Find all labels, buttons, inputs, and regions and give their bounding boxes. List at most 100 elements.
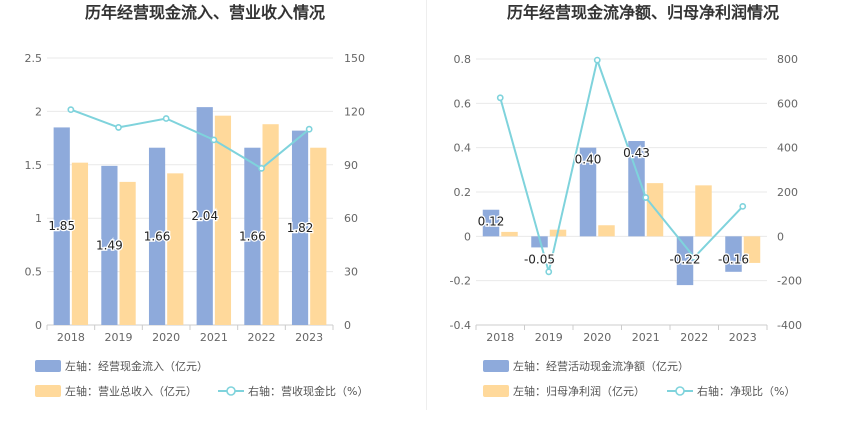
x-tick-label: 2023 [295, 331, 323, 344]
bar-data-label: -0.05 [524, 252, 555, 266]
y-right-tick-label: 0 [344, 319, 351, 332]
y-left-tick-label: 0 [464, 230, 471, 243]
x-tick-label: 2021 [632, 331, 660, 344]
bar-primary [244, 147, 261, 325]
legend-label: 左轴：经营现金流入（亿元） [65, 359, 208, 373]
legend-label: 右轴：净现比（%） [697, 384, 795, 398]
y-left-tick-label: 2.5 [25, 52, 43, 65]
y-right-tick-label: 150 [344, 52, 365, 65]
bar-secondary [214, 115, 232, 325]
bar-primary [628, 141, 645, 237]
y-right-tick-label: 400 [777, 142, 798, 155]
y-right-tick-label: -400 [777, 319, 802, 332]
bar-data-label: 0.40 [575, 153, 602, 167]
ratio-point [162, 115, 170, 122]
x-tick-label: 2022 [248, 331, 276, 344]
panel-divider [426, 0, 427, 410]
ratio-point [305, 125, 313, 133]
bar-primary [676, 236, 694, 286]
legend-label: 左轴：营业总收入（亿元） [65, 384, 197, 398]
y-left-tick-label: 0.2 [454, 186, 472, 199]
y-left-tick-label: 0.6 [454, 97, 472, 110]
x-tick-label: 2022 [680, 331, 708, 344]
x-tick-label: 2018 [486, 331, 514, 344]
bar-secondary [598, 225, 615, 237]
y-right-tick-label: 800 [777, 53, 798, 66]
ratio-point [67, 106, 75, 114]
ratio-point [258, 164, 265, 172]
ratio-point [210, 136, 218, 144]
legend-swatch-point [226, 386, 236, 396]
y-left-tick-label: 0.4 [454, 142, 472, 155]
y-left-tick-label: 0.5 [25, 266, 43, 279]
bar-primary [196, 107, 213, 326]
y-right-tick-label: 0 [777, 230, 784, 243]
x-tick-label: 2023 [729, 331, 757, 344]
bar-primary [725, 236, 742, 272]
y-left-tick-label: -0.2 [450, 275, 471, 288]
ratio-line [70, 108, 310, 170]
bar-data-label: 1.82 [287, 221, 314, 235]
y-left-tick-label: 1 [35, 212, 42, 225]
x-tick-label: 2018 [57, 331, 85, 344]
y-right-tick-label: 90 [344, 159, 358, 172]
y-left-tick-label: 1.5 [25, 159, 43, 172]
bar-secondary [71, 162, 89, 325]
x-tick-label: 2020 [152, 331, 180, 344]
bar-secondary [167, 173, 184, 325]
ratio-point [690, 253, 698, 261]
bar-data-label: -0.16 [718, 252, 749, 266]
ratio-point [642, 194, 650, 201]
ratio-point [115, 124, 122, 131]
bar-primary [482, 209, 500, 237]
bar-data-label: -0.22 [669, 252, 700, 266]
y-right-tick-label: 30 [344, 266, 358, 279]
y-right-tick-label: 120 [344, 105, 365, 118]
y-right-tick-label: 200 [777, 186, 798, 199]
chart-net-cashflow-net-profit: 历年经营现金流净额、归母净利润情况 -0.4 -0.2 0 0.2 0.4 0.6 0.8 -4… [450, 3, 802, 398]
x-tick-label: 2021 [200, 331, 228, 344]
chart-title: 历年经营现金流入、营业收入情况 [85, 3, 325, 22]
bar-secondary [501, 231, 518, 237]
bar-data-label: 1.66 [239, 229, 266, 243]
ratio-point [496, 94, 504, 102]
bar-data-label: 1.85 [48, 219, 75, 233]
legend-label: 左轴：归母净利润（亿元） [513, 384, 645, 398]
bar-primary [579, 147, 597, 237]
bar-secondary [119, 181, 136, 325]
x-tick-label: 2019 [105, 331, 133, 344]
y-right-tick-label: 600 [777, 97, 798, 110]
y-left-tick-label: 2 [35, 105, 42, 118]
bar-primary [53, 127, 70, 325]
bar-secondary [310, 147, 327, 325]
chart-cashflow-inflow-revenue: 历年经营现金流入、营业收入情况 0 0.5 1 1.5 2 2.5 0 30 60 90 120 150… [25, 3, 369, 398]
legend-label: 右轴：营收现金比（%） [248, 384, 368, 398]
y-left-tick-label: -0.4 [450, 319, 471, 332]
bar-data-label: 1.66 [144, 229, 171, 243]
legend-swatch-bar [483, 385, 509, 397]
ratio-point [545, 268, 553, 276]
ratio-point [739, 203, 747, 210]
x-tick-label: 2020 [583, 331, 611, 344]
bar-primary [101, 165, 118, 325]
y-right-tick-label: 60 [344, 212, 358, 225]
legend-swatch-bar [35, 385, 61, 397]
legend-swatch-bar [35, 360, 61, 372]
bar-secondary [743, 236, 761, 263]
y-right-tick-label: -200 [777, 275, 802, 288]
y-left-tick-label: 0 [35, 319, 42, 332]
legend-swatch-bar [483, 360, 509, 372]
bar-primary [291, 130, 309, 325]
chart-title: 历年经营现金流净额、归母净利润情况 [507, 3, 779, 22]
legend-swatch-point [675, 386, 685, 396]
bar-data-label: 0.12 [478, 215, 505, 229]
bar-secondary [695, 185, 712, 237]
ratio-line [499, 56, 744, 273]
legend-label: 左轴：经营活动现金流净额（亿元） [513, 359, 689, 373]
x-tick-label: 2019 [535, 331, 563, 344]
y-left-tick-label: 0.8 [454, 53, 472, 66]
bar-secondary [262, 124, 279, 325]
bar-data-label: 2.04 [191, 209, 218, 223]
bar-data-label: 1.49 [96, 238, 123, 252]
ratio-point [593, 56, 601, 64]
